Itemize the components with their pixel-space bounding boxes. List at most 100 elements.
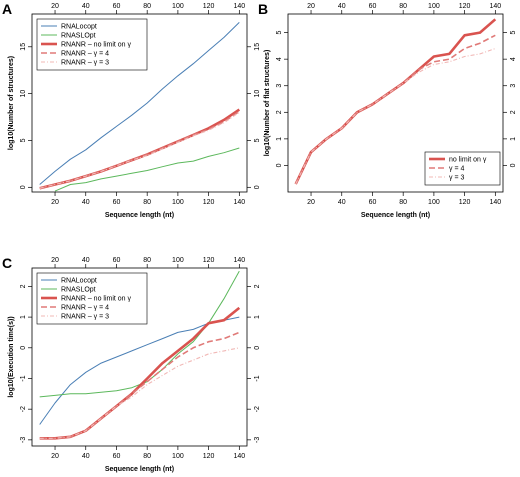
legend-entry: RNASLOpt xyxy=(61,33,96,40)
x-tick-label: 140 xyxy=(233,199,245,206)
panel-letter: A xyxy=(2,1,12,17)
legend-entry: RNANR – γ = 4 xyxy=(61,305,109,312)
series-line-0 xyxy=(39,22,240,185)
y-tick-label-right: -3 xyxy=(254,437,261,443)
x-tick-label: 20 xyxy=(51,453,59,460)
y-tick-label: 2 xyxy=(276,110,283,114)
x-tick-label-top: 80 xyxy=(143,3,151,10)
y-tick-label: 5 xyxy=(20,138,27,142)
x-tick-label: 60 xyxy=(113,199,121,206)
chart-panel-a: A 20 20 40 40 60 60 80 80 100 100 120 120 140 140 0 0 5 5 1… xyxy=(2,1,261,219)
legend-entry: RNASLOpt xyxy=(61,287,96,294)
y-tick-label-right: 15 xyxy=(254,43,261,51)
y-tick-label-right: 5 xyxy=(510,31,517,35)
y-tick-label-right: -2 xyxy=(254,406,261,412)
y-tick-label: -3 xyxy=(20,437,27,443)
x-tick-label: 120 xyxy=(459,199,471,206)
y-tick-label-right: 0 xyxy=(254,346,261,350)
x-tick-label-top: 20 xyxy=(307,3,315,10)
y-tick-label-right: 2 xyxy=(510,110,517,114)
legend-entry: RNALocopt xyxy=(61,278,97,285)
x-axis-title: Sequence length (nt) xyxy=(361,212,430,219)
x-tick-label: 40 xyxy=(82,453,90,460)
legend-entry: γ = 3 xyxy=(449,175,464,182)
y-tick-label-right: -1 xyxy=(254,375,261,381)
x-tick-label: 20 xyxy=(51,199,59,206)
y-tick-label: -2 xyxy=(20,406,27,412)
x-tick-label-top: 100 xyxy=(428,3,440,10)
x-tick-label-top: 20 xyxy=(51,257,59,264)
legend-entry: RNANR – no limit on γ xyxy=(61,296,132,303)
x-tick-label: 100 xyxy=(172,453,184,460)
x-tick-label-top: 120 xyxy=(203,257,215,264)
x-tick-label-top: 60 xyxy=(113,3,121,10)
y-axis-title: log10(Execution time(s)) xyxy=(8,316,15,397)
series-line-2 xyxy=(39,108,241,190)
x-tick-label-top: 80 xyxy=(399,3,407,10)
legend-box xyxy=(424,151,501,186)
y-tick-label: 3 xyxy=(276,84,283,88)
x-tick-label-top: 100 xyxy=(172,3,184,10)
panel-letter: B xyxy=(258,1,268,17)
x-tick-label-top: 80 xyxy=(143,257,151,264)
y-tick-label: 0 xyxy=(20,346,27,350)
series-line-4 xyxy=(39,111,240,189)
y-tick-label: -1 xyxy=(20,375,27,381)
legend: RNALocopt RNASLOpt RNANR – no limit on γ RN… xyxy=(36,272,148,325)
x-tick-label-top: 140 xyxy=(233,3,245,10)
y-tick-label: 1 xyxy=(276,137,283,141)
y-tick-label: 0 xyxy=(20,185,27,189)
x-tick-label: 100 xyxy=(428,199,440,206)
x-tick-label-top: 40 xyxy=(82,257,90,264)
y-tick-label-right: 3 xyxy=(510,84,517,88)
legend-entry: RNANR – γ = 3 xyxy=(61,60,109,67)
series-line-0 xyxy=(39,316,240,425)
x-tick-label: 40 xyxy=(338,199,346,206)
y-tick-label: 15 xyxy=(20,43,27,51)
series-line-1 xyxy=(294,34,496,185)
x-tick-label: 100 xyxy=(172,199,184,206)
y-tick-label: 5 xyxy=(276,31,283,35)
y-tick-label-right: 10 xyxy=(254,90,261,98)
legend: RNALocopt RNASLOpt RNANR – no limit on γ RN… xyxy=(36,18,148,71)
x-tick-label-top: 140 xyxy=(489,3,501,10)
x-tick-label-top: 120 xyxy=(459,3,471,10)
legend-entry: RNANR – γ = 4 xyxy=(61,51,109,58)
series-line-4 xyxy=(39,347,240,439)
y-tick-label-right: 1 xyxy=(254,315,261,319)
y-tick-label: 1 xyxy=(20,315,27,319)
y-tick-label-right: 1 xyxy=(510,137,517,141)
chart-panel-b: B 20 20 40 40 60 60 80 80 100 100 120 120 140 140 0 0 1 1 2… xyxy=(258,1,517,219)
legend-entry: RNALocopt xyxy=(61,24,97,31)
x-tick-label: 80 xyxy=(399,199,407,206)
series-line-2 xyxy=(39,306,241,440)
plot-frame xyxy=(287,13,504,193)
x-tick-label: 140 xyxy=(489,199,501,206)
x-tick-label-top: 60 xyxy=(369,3,377,10)
series-line-3 xyxy=(39,110,240,190)
legend-entry: RNANR – γ = 3 xyxy=(61,314,109,321)
y-axis-title: log10(Number of flat structures) xyxy=(264,50,271,157)
y-tick-label-right: 0 xyxy=(510,163,517,167)
legend: no limit on γ γ = 4 γ = 3 xyxy=(424,151,501,186)
series-line-1 xyxy=(54,147,240,192)
y-tick-label: 0 xyxy=(276,163,283,167)
y-axis-title: log10(Number of structures) xyxy=(8,56,15,150)
x-tick-label: 60 xyxy=(369,199,377,206)
panel-letter: C xyxy=(2,255,12,271)
legend-entry: γ = 4 xyxy=(449,166,464,173)
y-tick-label: 4 xyxy=(276,57,283,61)
legend-entry: RNANR – no limit on γ xyxy=(61,42,132,49)
series-line-2 xyxy=(295,47,496,185)
x-axis-title: Sequence length (nt) xyxy=(105,466,174,473)
y-tick-label: 10 xyxy=(20,90,27,98)
x-tick-label-top: 40 xyxy=(82,3,90,10)
x-tick-label-top: 20 xyxy=(51,3,59,10)
x-tick-label: 20 xyxy=(307,199,315,206)
x-tick-label: 40 xyxy=(82,199,90,206)
y-tick-label: 2 xyxy=(20,284,27,288)
y-tick-label-right: 0 xyxy=(254,185,261,189)
legend-entry: no limit on γ xyxy=(449,157,487,164)
y-tick-label-right: 5 xyxy=(254,138,261,142)
